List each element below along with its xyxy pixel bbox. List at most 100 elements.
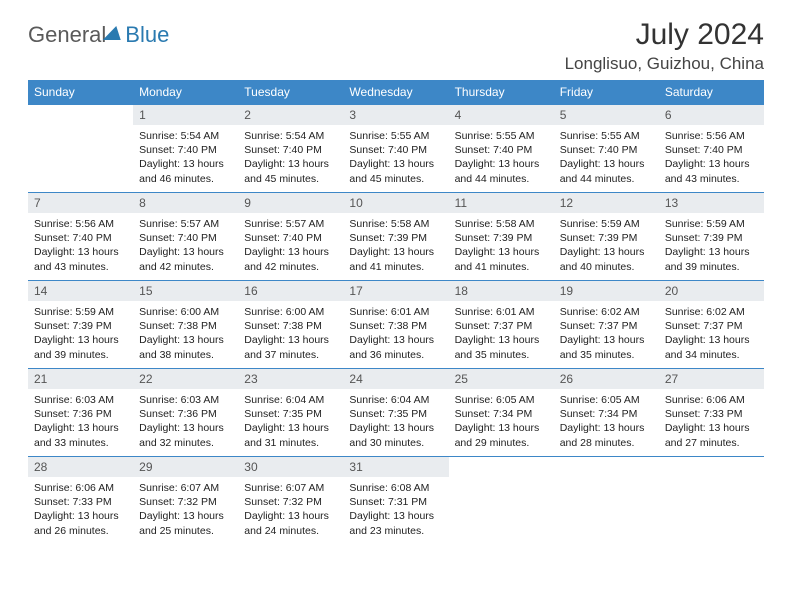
day-details: Sunrise: 6:01 AMSunset: 7:38 PMDaylight:… <box>343 301 448 368</box>
calendar-day-cell: 13Sunrise: 5:59 AMSunset: 7:39 PMDayligh… <box>659 193 764 281</box>
weekday-header: Friday <box>554 80 659 105</box>
day-details: Sunrise: 5:56 AMSunset: 7:40 PMDaylight:… <box>28 213 133 280</box>
weekday-header: Sunday <box>28 80 133 105</box>
calendar-day-cell: 14Sunrise: 5:59 AMSunset: 7:39 PMDayligh… <box>28 281 133 369</box>
sunrise-line: Sunrise: 6:08 AM <box>349 481 442 495</box>
calendar-day-cell: 16Sunrise: 6:00 AMSunset: 7:38 PMDayligh… <box>238 281 343 369</box>
sunrise-line: Sunrise: 6:06 AM <box>34 481 127 495</box>
day-number: 10 <box>343 193 448 213</box>
calendar-day-cell: 22Sunrise: 6:03 AMSunset: 7:36 PMDayligh… <box>133 369 238 457</box>
daylight-line: Daylight: 13 hours and 35 minutes. <box>455 333 548 361</box>
day-details: Sunrise: 5:59 AMSunset: 7:39 PMDaylight:… <box>28 301 133 368</box>
sunrise-line: Sunrise: 5:58 AM <box>349 217 442 231</box>
calendar-day-cell <box>554 457 659 545</box>
calendar-day-cell <box>659 457 764 545</box>
daylight-line: Daylight: 13 hours and 30 minutes. <box>349 421 442 449</box>
daylight-line: Daylight: 13 hours and 32 minutes. <box>139 421 232 449</box>
sunset-line: Sunset: 7:39 PM <box>34 319 127 333</box>
brand-logo: General Blue <box>28 22 169 48</box>
sunset-line: Sunset: 7:40 PM <box>665 143 758 157</box>
calendar-day-cell: 26Sunrise: 6:05 AMSunset: 7:34 PMDayligh… <box>554 369 659 457</box>
sunrise-line: Sunrise: 6:02 AM <box>560 305 653 319</box>
day-number: 3 <box>343 105 448 125</box>
calendar-day-cell: 19Sunrise: 6:02 AMSunset: 7:37 PMDayligh… <box>554 281 659 369</box>
sunrise-line: Sunrise: 6:07 AM <box>244 481 337 495</box>
day-number: 15 <box>133 281 238 301</box>
calendar-day-cell: 18Sunrise: 6:01 AMSunset: 7:37 PMDayligh… <box>449 281 554 369</box>
sunset-line: Sunset: 7:40 PM <box>139 143 232 157</box>
day-details: Sunrise: 6:06 AMSunset: 7:33 PMDaylight:… <box>28 477 133 544</box>
day-details: Sunrise: 6:08 AMSunset: 7:31 PMDaylight:… <box>343 477 448 544</box>
day-number: 12 <box>554 193 659 213</box>
sunset-line: Sunset: 7:35 PM <box>349 407 442 421</box>
daylight-line: Daylight: 13 hours and 45 minutes. <box>349 157 442 185</box>
daylight-line: Daylight: 13 hours and 24 minutes. <box>244 509 337 537</box>
sunrise-line: Sunrise: 5:56 AM <box>34 217 127 231</box>
sunset-line: Sunset: 7:34 PM <box>560 407 653 421</box>
calendar-day-cell <box>449 457 554 545</box>
brand-triangle-icon <box>103 26 126 40</box>
calendar-day-cell: 9Sunrise: 5:57 AMSunset: 7:40 PMDaylight… <box>238 193 343 281</box>
day-number: 8 <box>133 193 238 213</box>
day-details: Sunrise: 5:54 AMSunset: 7:40 PMDaylight:… <box>238 125 343 192</box>
sunrise-line: Sunrise: 5:58 AM <box>455 217 548 231</box>
calendar-day-cell: 17Sunrise: 6:01 AMSunset: 7:38 PMDayligh… <box>343 281 448 369</box>
day-number: 11 <box>449 193 554 213</box>
sunrise-line: Sunrise: 6:06 AM <box>665 393 758 407</box>
daylight-line: Daylight: 13 hours and 41 minutes. <box>455 245 548 273</box>
day-details: Sunrise: 5:59 AMSunset: 7:39 PMDaylight:… <box>554 213 659 280</box>
day-details: Sunrise: 6:07 AMSunset: 7:32 PMDaylight:… <box>238 477 343 544</box>
daylight-line: Daylight: 13 hours and 35 minutes. <box>560 333 653 361</box>
day-number: 13 <box>659 193 764 213</box>
weekday-header: Thursday <box>449 80 554 105</box>
day-number: 17 <box>343 281 448 301</box>
month-title: July 2024 <box>565 18 764 52</box>
daylight-line: Daylight: 13 hours and 46 minutes. <box>139 157 232 185</box>
sunrise-line: Sunrise: 5:54 AM <box>139 129 232 143</box>
calendar-week-row: 14Sunrise: 5:59 AMSunset: 7:39 PMDayligh… <box>28 281 764 369</box>
day-number: 1 <box>133 105 238 125</box>
daylight-line: Daylight: 13 hours and 39 minutes. <box>665 245 758 273</box>
sunrise-line: Sunrise: 5:57 AM <box>139 217 232 231</box>
calendar-week-row: 7Sunrise: 5:56 AMSunset: 7:40 PMDaylight… <box>28 193 764 281</box>
location-label: Longlisuo, Guizhou, China <box>565 54 764 74</box>
daylight-line: Daylight: 13 hours and 38 minutes. <box>139 333 232 361</box>
weekday-header: Saturday <box>659 80 764 105</box>
daylight-line: Daylight: 13 hours and 41 minutes. <box>349 245 442 273</box>
day-details: Sunrise: 5:55 AMSunset: 7:40 PMDaylight:… <box>449 125 554 192</box>
day-details: Sunrise: 5:59 AMSunset: 7:39 PMDaylight:… <box>659 213 764 280</box>
calendar-day-cell: 7Sunrise: 5:56 AMSunset: 7:40 PMDaylight… <box>28 193 133 281</box>
sunset-line: Sunset: 7:38 PM <box>349 319 442 333</box>
calendar-day-cell: 2Sunrise: 5:54 AMSunset: 7:40 PMDaylight… <box>238 105 343 193</box>
sunset-line: Sunset: 7:37 PM <box>560 319 653 333</box>
sunrise-line: Sunrise: 6:03 AM <box>34 393 127 407</box>
day-details: Sunrise: 6:07 AMSunset: 7:32 PMDaylight:… <box>133 477 238 544</box>
sunset-line: Sunset: 7:35 PM <box>244 407 337 421</box>
sunrise-line: Sunrise: 5:59 AM <box>34 305 127 319</box>
sunrise-line: Sunrise: 5:59 AM <box>560 217 653 231</box>
daylight-line: Daylight: 13 hours and 29 minutes. <box>455 421 548 449</box>
calendar-day-cell: 28Sunrise: 6:06 AMSunset: 7:33 PMDayligh… <box>28 457 133 545</box>
day-number: 14 <box>28 281 133 301</box>
day-details: Sunrise: 6:04 AMSunset: 7:35 PMDaylight:… <box>343 389 448 456</box>
sunrise-line: Sunrise: 6:03 AM <box>139 393 232 407</box>
day-details: Sunrise: 6:01 AMSunset: 7:37 PMDaylight:… <box>449 301 554 368</box>
daylight-line: Daylight: 13 hours and 43 minutes. <box>665 157 758 185</box>
sunrise-line: Sunrise: 6:04 AM <box>349 393 442 407</box>
day-number: 16 <box>238 281 343 301</box>
sunrise-line: Sunrise: 5:55 AM <box>455 129 548 143</box>
sunset-line: Sunset: 7:37 PM <box>455 319 548 333</box>
calendar-day-cell: 10Sunrise: 5:58 AMSunset: 7:39 PMDayligh… <box>343 193 448 281</box>
calendar-day-cell: 25Sunrise: 6:05 AMSunset: 7:34 PMDayligh… <box>449 369 554 457</box>
sunset-line: Sunset: 7:36 PM <box>34 407 127 421</box>
sunrise-line: Sunrise: 5:55 AM <box>349 129 442 143</box>
weekday-header-row: Sunday Monday Tuesday Wednesday Thursday… <box>28 80 764 105</box>
day-details: Sunrise: 5:55 AMSunset: 7:40 PMDaylight:… <box>343 125 448 192</box>
calendar-table: Sunday Monday Tuesday Wednesday Thursday… <box>28 80 764 545</box>
day-number: 7 <box>28 193 133 213</box>
daylight-line: Daylight: 13 hours and 25 minutes. <box>139 509 232 537</box>
day-number: 27 <box>659 369 764 389</box>
sunrise-line: Sunrise: 5:59 AM <box>665 217 758 231</box>
calendar-day-cell: 31Sunrise: 6:08 AMSunset: 7:31 PMDayligh… <box>343 457 448 545</box>
sunrise-line: Sunrise: 6:05 AM <box>455 393 548 407</box>
